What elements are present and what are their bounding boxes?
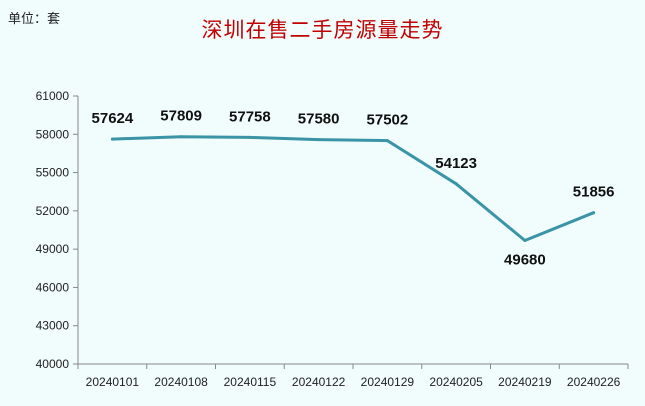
x-tick-label: 20240226 <box>567 375 621 389</box>
data-label: 57758 <box>229 108 271 125</box>
data-point <box>523 238 527 242</box>
x-tick-label: 20240108 <box>154 375 208 389</box>
y-tick-label: 58000 <box>36 127 70 141</box>
x-tick-label: 20240101 <box>86 375 140 389</box>
x-tick-label: 20240115 <box>224 375 277 389</box>
data-point <box>385 139 389 143</box>
x-tick-label: 20240219 <box>498 375 552 389</box>
data-point <box>454 182 458 186</box>
data-label: 51856 <box>573 184 615 201</box>
data-point <box>179 135 183 139</box>
data-label: 54123 <box>435 155 477 172</box>
data-point <box>592 211 596 215</box>
data-label: 57502 <box>367 112 409 129</box>
data-label: 49680 <box>504 251 546 268</box>
data-label: 57809 <box>160 108 202 125</box>
data-point <box>317 138 321 142</box>
x-tick-label: 20240129 <box>361 375 415 389</box>
y-tick-label: 52000 <box>36 204 70 218</box>
chart-title: 深圳在售二手房源量走势 <box>201 18 444 42</box>
y-tick-label: 46000 <box>36 280 70 294</box>
x-tick-label: 20240122 <box>292 375 346 389</box>
data-label: 57624 <box>92 110 134 127</box>
data-point <box>110 137 114 141</box>
data-point <box>248 135 252 139</box>
data-label: 57580 <box>298 111 340 128</box>
series-line <box>110 135 596 242</box>
y-tick-label: 40000 <box>36 357 70 371</box>
y-tick-label: 61000 <box>36 89 70 103</box>
y-tick-label: 55000 <box>36 166 70 180</box>
y-tick-label: 49000 <box>36 242 70 256</box>
y-tick-label: 43000 <box>36 319 70 333</box>
unit-label: 单位：套 <box>8 12 61 27</box>
x-tick-label: 20240205 <box>429 375 483 389</box>
